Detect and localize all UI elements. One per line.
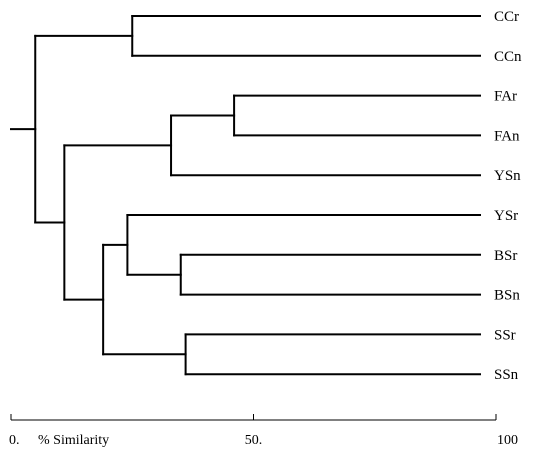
leaf-label-bsr: BSr [494, 248, 517, 264]
leaf-label-ccr: CCr [494, 9, 519, 25]
axis-title: % Similarity [38, 433, 109, 448]
axis-tick-label: 0. [9, 433, 20, 448]
leaf-label-ssn: SSn [494, 367, 519, 383]
dendrogram-links [10, 15, 481, 376]
leaf-labels: CCr CCn FAr FAn YSn YSr BSr BSn SSr SSn [494, 9, 522, 383]
leaf-label-bsn: BSn [494, 288, 520, 304]
axis-tick-label: 100 [497, 433, 518, 448]
leaf-label-fan: FAn [494, 128, 520, 144]
leaf-label-ysr: YSr [494, 208, 518, 224]
leaf-label-ccn: CCn [494, 49, 522, 65]
similarity-axis: 0. 50. 100 % Similarity [9, 414, 518, 448]
axis-ticks: 0. 50. 100 [9, 414, 518, 448]
leaf-label-ysn: YSn [494, 168, 521, 184]
axis-tick-label: 50. [245, 433, 263, 448]
leaf-label-ssr: SSr [494, 327, 516, 343]
leaf-label-far: FAr [494, 89, 517, 105]
